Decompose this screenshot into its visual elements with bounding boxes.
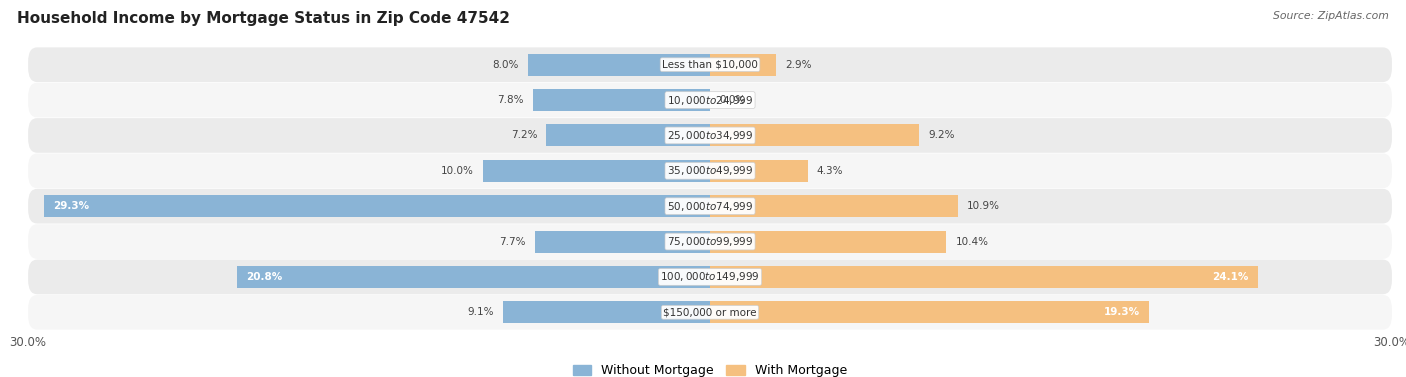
Text: $100,000 to $149,999: $100,000 to $149,999	[661, 270, 759, 284]
FancyBboxPatch shape	[28, 118, 1392, 153]
Text: 0.0%: 0.0%	[718, 95, 745, 105]
Text: 7.7%: 7.7%	[499, 236, 526, 247]
Bar	[547, 124, 710, 146]
FancyBboxPatch shape	[28, 224, 1392, 259]
FancyBboxPatch shape	[28, 153, 1392, 188]
Text: 7.2%: 7.2%	[510, 130, 537, 141]
Text: $75,000 to $99,999: $75,000 to $99,999	[666, 235, 754, 248]
Bar	[44, 195, 710, 217]
Text: $50,000 to $74,999: $50,000 to $74,999	[666, 200, 754, 213]
Text: Household Income by Mortgage Status in Zip Code 47542: Household Income by Mortgage Status in Z…	[17, 11, 510, 26]
Bar	[529, 54, 710, 76]
Text: 24.1%: 24.1%	[1212, 272, 1249, 282]
Bar	[710, 124, 920, 146]
Text: 9.1%: 9.1%	[468, 307, 494, 317]
Text: 9.2%: 9.2%	[928, 130, 955, 141]
Text: 7.8%: 7.8%	[498, 95, 523, 105]
Text: 8.0%: 8.0%	[492, 60, 519, 70]
FancyBboxPatch shape	[28, 83, 1392, 117]
Text: 29.3%: 29.3%	[53, 201, 89, 211]
FancyBboxPatch shape	[28, 48, 1392, 82]
Text: 2.9%: 2.9%	[785, 60, 811, 70]
Text: 10.4%: 10.4%	[956, 236, 988, 247]
FancyBboxPatch shape	[28, 295, 1392, 329]
Bar	[710, 231, 946, 253]
Text: Source: ZipAtlas.com: Source: ZipAtlas.com	[1274, 11, 1389, 21]
Bar	[710, 266, 1258, 288]
Bar	[238, 266, 710, 288]
Bar	[710, 160, 808, 182]
Text: Less than $10,000: Less than $10,000	[662, 60, 758, 70]
Text: 10.0%: 10.0%	[440, 166, 474, 176]
Legend: Without Mortgage, With Mortgage: Without Mortgage, With Mortgage	[572, 364, 848, 377]
Bar	[533, 89, 710, 111]
Text: $35,000 to $49,999: $35,000 to $49,999	[666, 164, 754, 177]
Bar	[710, 54, 776, 76]
Bar	[710, 301, 1149, 323]
Text: $150,000 or more: $150,000 or more	[664, 307, 756, 317]
Text: $10,000 to $24,999: $10,000 to $24,999	[666, 93, 754, 107]
Text: 19.3%: 19.3%	[1104, 307, 1140, 317]
FancyBboxPatch shape	[28, 260, 1392, 294]
Text: $25,000 to $34,999: $25,000 to $34,999	[666, 129, 754, 142]
FancyBboxPatch shape	[28, 189, 1392, 224]
Bar	[536, 231, 710, 253]
Bar	[710, 195, 957, 217]
Bar	[503, 301, 710, 323]
Bar	[482, 160, 710, 182]
Text: 20.8%: 20.8%	[246, 272, 283, 282]
Text: 10.9%: 10.9%	[967, 201, 1000, 211]
Text: 4.3%: 4.3%	[817, 166, 844, 176]
